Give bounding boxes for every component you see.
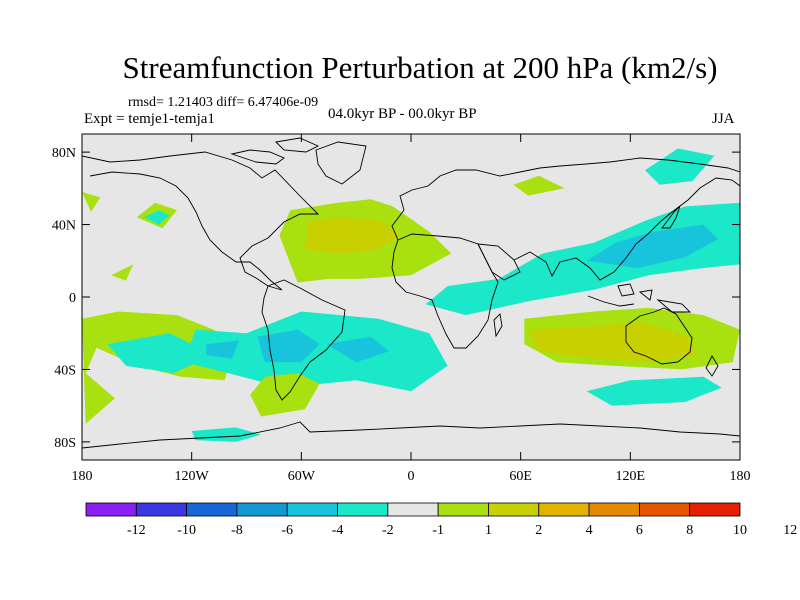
contour-region-antarctic-pacific [191, 427, 262, 442]
colorbar-swatch [387, 502, 439, 517]
colorbar-label: 12 [783, 523, 797, 538]
colorbar-swatch [286, 502, 338, 517]
contour-region-south-atlantic-band [184, 311, 448, 392]
north-america-coast [82, 151, 320, 291]
x-tick-label: 60E [509, 469, 532, 484]
colorbar-label: 2 [535, 523, 542, 538]
colorbar-swatch [337, 502, 389, 517]
contour-fill-layer [82, 148, 740, 442]
contour-region-west-pacific-core [586, 224, 719, 268]
x-tick-label: 120W [175, 469, 210, 484]
colorbar-swatch [638, 502, 691, 517]
x-tick-label: 180 [72, 469, 93, 484]
x-tick-label: 180 [730, 469, 751, 484]
colorbar-swatch [437, 502, 489, 517]
contour-region-north-atlantic-core [305, 217, 400, 254]
colorbar-label: 6 [636, 523, 643, 538]
season-label: JJA [712, 111, 735, 127]
contour-region-arctic-pacific [645, 148, 715, 185]
colorbar-label: 8 [686, 523, 693, 538]
colorbar-swatch [85, 502, 137, 517]
colorbar: -12 -10 -8 -6 -4 -2 -1 1 2 4 6 8 10 12 [85, 502, 797, 538]
arabia-coast [477, 243, 521, 281]
colorbar-swatch [488, 502, 540, 517]
colorbar-label: -2 [382, 523, 394, 538]
australia-coast [625, 307, 693, 365]
asia-coast [513, 177, 740, 281]
canadian-arctic-coast [230, 137, 320, 165]
axes-layer: 180 120W 60W 0 60E 120E 180 80N 40N 0 40S 80S [52, 134, 751, 484]
colorbar-label: -10 [177, 523, 196, 538]
x-tick-label: 120E [616, 469, 646, 484]
stats-label: rmsd= 1.21403 diff= 6.47406e-09 [128, 95, 319, 110]
antarctica-coast [82, 421, 740, 449]
colorbar-swatch [689, 502, 741, 517]
period-label: 04.0kyr BP - 00.0kyr BP [328, 106, 477, 122]
y-tick-label: 80N [52, 146, 76, 161]
indonesia-coast [587, 283, 692, 313]
europe-coast [391, 157, 740, 241]
chart-title: Streamfunction Perturbation at 200 hPa (… [122, 50, 718, 85]
colorbar-label: -4 [332, 523, 344, 538]
colorbar-swatch [588, 502, 640, 517]
south-america-coast [261, 279, 346, 401]
colorbar-swatch [135, 502, 188, 517]
x-tick-label: 0 [408, 469, 415, 484]
colorbar-label: -12 [127, 523, 146, 538]
colorbar-label: -1 [432, 523, 444, 538]
colorbar-label: -8 [231, 523, 243, 538]
contour-region-subtropical-pacific [111, 264, 134, 281]
colorbar-label: -6 [281, 523, 293, 538]
colorbar-swatch [186, 502, 238, 517]
madagascar-coast [493, 313, 503, 338]
colorbar-swatch [236, 502, 288, 517]
contour-region-siberia-positive [513, 175, 565, 196]
contour-region-south-atlantic-east [326, 336, 390, 363]
experiment-label: Expt = temje1-temja1 [84, 111, 215, 127]
coastline-layer [82, 137, 740, 449]
y-tick-label: 40N [52, 219, 76, 234]
colorbar-swatch [538, 502, 590, 517]
y-tick-label: 40S [54, 363, 76, 378]
y-tick-label: 0 [69, 291, 76, 306]
contour-region-pacific-south-small [206, 340, 240, 359]
contour-region-south-atlantic-core [257, 329, 320, 363]
colorbar-label: 4 [586, 523, 593, 538]
contour-region-south-pacific-inner [107, 333, 214, 374]
colorbar-label: 10 [733, 523, 747, 538]
greenland-coast [315, 141, 367, 185]
contour-region-pacific-nw-core [144, 210, 170, 225]
colorbar-label: 1 [485, 523, 492, 538]
y-tick-label: 80S [54, 436, 76, 451]
contour-region-australia-core [528, 322, 697, 363]
contour-region-south-america-south [250, 373, 320, 417]
africa-coast [391, 233, 499, 349]
x-tick-label: 60W [288, 469, 316, 484]
japan-coast [661, 205, 681, 229]
contour-region-southern-indian-band [586, 376, 722, 406]
contour-region-north-pacific-east [82, 192, 101, 212]
new-zealand-coast [705, 355, 719, 377]
map-background [82, 134, 740, 460]
